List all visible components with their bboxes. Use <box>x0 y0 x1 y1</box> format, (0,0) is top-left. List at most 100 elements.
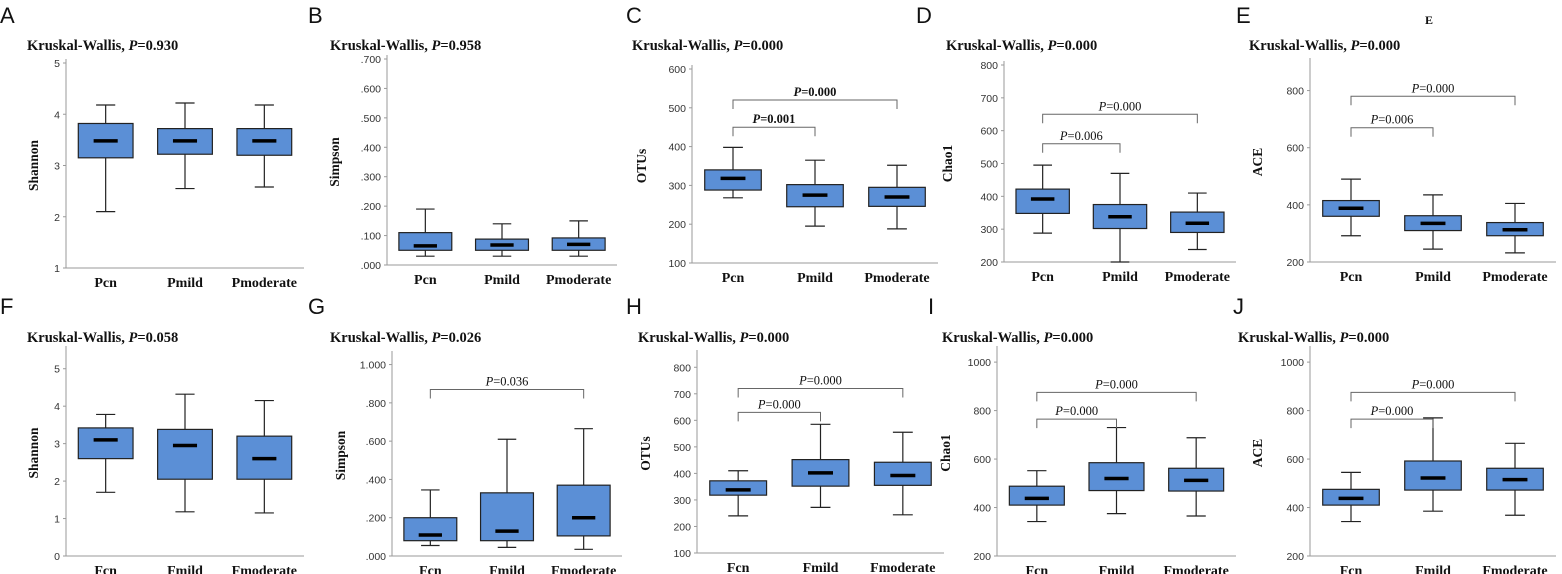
panel-letter: G <box>308 294 325 319</box>
y-tick-label: 3 <box>54 161 60 173</box>
chart-title: Kruskal-Wallis, P=0.000 <box>1249 38 1400 54</box>
category-label: Fmild <box>489 564 525 574</box>
panel-letter: H <box>626 294 642 319</box>
box-Pmoderate <box>1170 192 1225 251</box>
y-tick-label: 600 <box>973 454 991 466</box>
significance-bracket: P=0.000 <box>1042 99 1198 124</box>
bracket-p-label: P=0.000 <box>1094 377 1138 391</box>
y-tick-label: 200 <box>973 551 991 563</box>
box-Pmoderate <box>551 220 606 257</box>
bracket-line <box>1350 127 1434 137</box>
iqr-box <box>1404 460 1462 491</box>
chart-title: Kruskal-Wallis, P=0.930 <box>27 38 178 54</box>
significance-bracket: P=0.006 <box>1350 113 1434 137</box>
category-label: Fcn <box>1026 564 1049 574</box>
box-Pmild <box>474 223 530 257</box>
category-label: Pmoderate <box>232 276 297 291</box>
y-tick-label: 2 <box>54 476 60 488</box>
box-Fmild <box>157 393 213 513</box>
significance-bracket: P=0.000 <box>1036 377 1197 402</box>
y-tick-label: .400 <box>366 474 387 486</box>
y-tick-label: 600 <box>980 126 998 138</box>
y-tick-label: 400 <box>1286 200 1304 212</box>
box-Fcn <box>403 489 458 547</box>
y-tick-label: .400 <box>361 142 382 154</box>
y-tick-label: 600 <box>673 415 691 427</box>
category-label: Fmoderate <box>1164 564 1229 574</box>
significance-bracket: P=0.000 <box>1350 81 1516 106</box>
iqr-box <box>1015 188 1070 215</box>
box-Fmoderate <box>236 399 293 514</box>
panel-D: D Kruskal-Wallis, P=0.000 200 300 400 500 600 7… <box>916 3 1236 285</box>
bracket-p-label: P=0.000 <box>757 397 801 411</box>
bracket-p-label: P=0.001 <box>753 112 796 126</box>
box-Fcn <box>77 413 134 493</box>
iqr-box <box>709 480 768 496</box>
bracket-p-label: P=0.000 <box>794 85 837 99</box>
y-tick-label: .500 <box>361 113 382 125</box>
significance-bracket: P=0.000 <box>732 85 898 110</box>
y-axis-label: Chao1 <box>940 145 955 183</box>
category-label: Pmoderate <box>864 271 929 286</box>
iqr-box <box>403 517 458 542</box>
iqr-box <box>157 428 213 480</box>
bracket-line <box>737 387 904 398</box>
y-tick-label: .000 <box>361 260 382 272</box>
y-tick-label: 700 <box>980 93 998 105</box>
y-tick-label: 400 <box>668 142 686 154</box>
bracket-p-label: P=0.000 <box>1054 404 1098 418</box>
panel-top-note: E <box>1425 13 1433 27</box>
category-label: Fcn <box>1340 564 1363 574</box>
category-label: Fmoderate <box>232 564 297 574</box>
category-label: Pmild <box>797 271 833 286</box>
significance-bracket: P=0.001 <box>732 112 816 137</box>
category-label: Fmild <box>1099 564 1135 574</box>
panel-B: B Kruskal-Wallis, P=0.958 .000 .100 .200 .300… <box>308 3 617 288</box>
bracket-line <box>1042 113 1198 124</box>
category-label: Fmild <box>1415 564 1451 574</box>
y-tick-label: 300 <box>980 224 998 236</box>
significance-bracket: P=0.000 <box>737 397 821 422</box>
iqr-box <box>556 484 611 537</box>
y-tick-label: .200 <box>361 201 382 213</box>
category-label: Fcn <box>727 561 750 574</box>
category-label: Fcn <box>419 564 442 574</box>
box-Fcn <box>1322 471 1380 523</box>
panel-E: E E Kruskal-Wallis, P=0.000 200 400 600 800 ACE… <box>1236 3 1556 285</box>
chart-title: Kruskal-Wallis, P=0.958 <box>330 38 481 54</box>
category-label: Pmoderate <box>546 273 611 288</box>
category-label: Pcn <box>1340 270 1363 285</box>
box-Fcn <box>709 470 768 517</box>
category-label: Pmoderate <box>1482 270 1547 285</box>
box-Fmild <box>1088 426 1145 515</box>
iqr-box <box>1008 485 1065 506</box>
y-tick-label: 2 <box>54 212 60 224</box>
category-label: Pmild <box>484 273 520 288</box>
category-label: Pcn <box>414 273 437 288</box>
y-tick-label: 1000 <box>1281 357 1305 369</box>
panel-letter: C <box>626 3 642 28</box>
bracket-line <box>737 411 821 422</box>
significance-bracket: P=0.000 <box>1350 404 1434 429</box>
y-axis-label: Shannon <box>26 139 41 191</box>
category-label: Fmild <box>803 561 839 574</box>
category-label: Pmild <box>1415 270 1451 285</box>
y-tick-label: 600 <box>1286 143 1304 155</box>
y-tick-label: 800 <box>1286 406 1304 418</box>
box-Fmild <box>791 423 850 508</box>
box-Pmild <box>1092 172 1148 263</box>
y-tick-label: 200 <box>668 219 686 231</box>
y-tick-label: .100 <box>361 231 382 243</box>
iqr-box <box>398 232 453 251</box>
iqr-box <box>1088 462 1145 492</box>
bracket-line <box>1036 391 1197 402</box>
bracket-line <box>1350 95 1516 106</box>
category-label: Pmoderate <box>1165 270 1230 285</box>
chart-title: Kruskal-Wallis, P=0.000 <box>1238 330 1389 346</box>
significance-bracket: P=0.006 <box>1042 129 1121 153</box>
bracket-line <box>732 99 898 110</box>
box-Fmoderate <box>1486 442 1544 516</box>
iqr-box <box>479 492 535 542</box>
bracket-p-label: P=0.036 <box>485 374 529 388</box>
box-Pcn <box>77 104 134 213</box>
